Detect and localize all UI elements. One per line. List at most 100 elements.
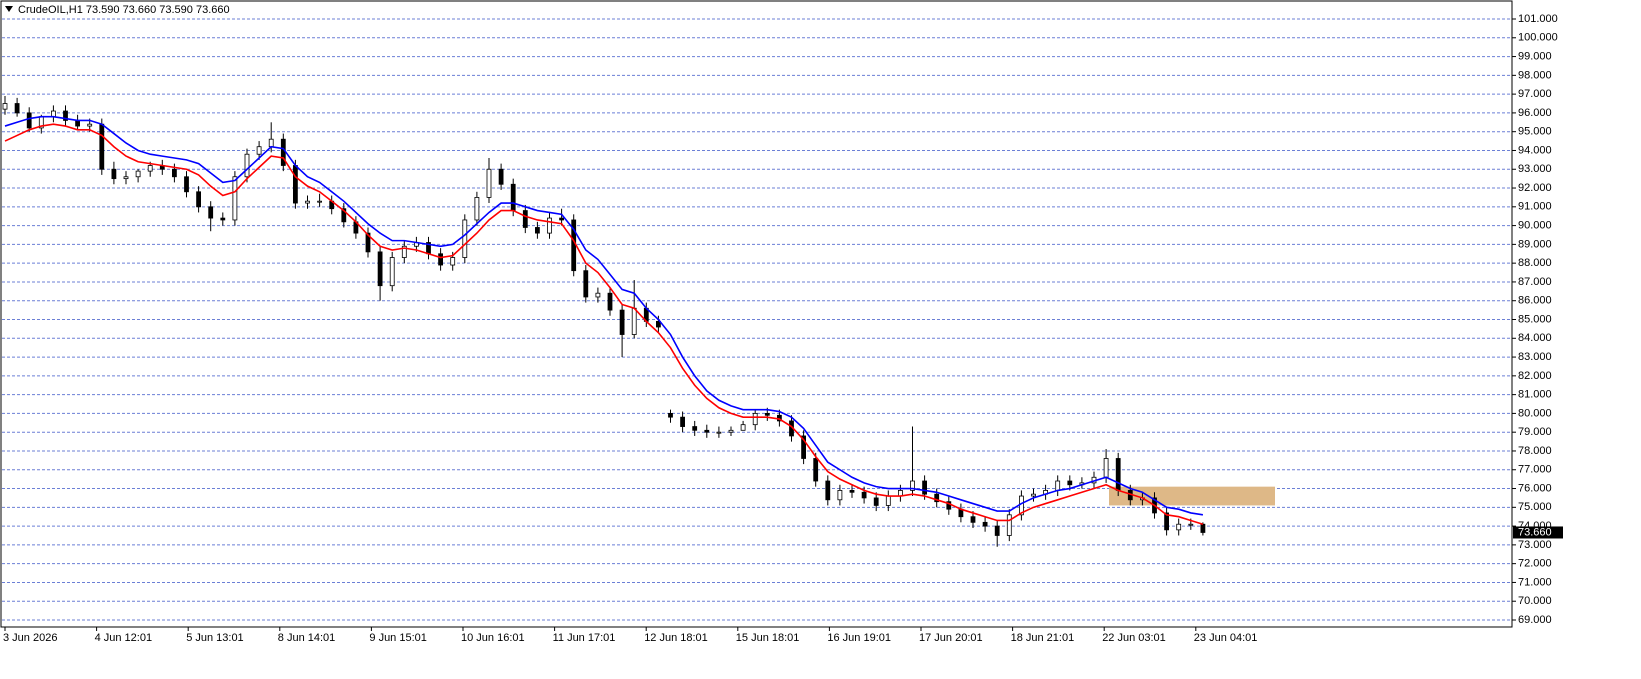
candle-body [607, 292, 613, 311]
y-tick-label: 79.000 [1518, 426, 1552, 438]
candle-body [196, 191, 202, 208]
x-tick-label: 12 Jun 18:01 [644, 632, 708, 644]
candle-body [389, 257, 395, 287]
current-price-label: 73.660 [1518, 526, 1552, 538]
x-tick-label: 23 Jun 04:01 [1194, 632, 1258, 644]
y-tick-label: 85.000 [1518, 313, 1552, 325]
candle-body [583, 270, 589, 298]
candle-body [462, 219, 468, 258]
candle-body [825, 480, 831, 501]
x-tick-label: 16 Jun 19:01 [827, 632, 891, 644]
y-tick-label: 91.000 [1518, 201, 1552, 213]
candle-body [704, 429, 710, 433]
x-tick-label: 11 Jun 17:01 [553, 632, 616, 644]
candle-body [365, 232, 371, 253]
y-tick-label: 78.000 [1518, 445, 1552, 457]
candle-body [256, 146, 262, 155]
candle-body [401, 245, 407, 258]
y-tick-label: 96.000 [1518, 107, 1552, 119]
x-tick-label: 17 Jun 20:01 [919, 632, 983, 644]
zone [1109, 486, 1275, 506]
candle-body [680, 416, 685, 427]
menu-arrow[interactable] [5, 6, 13, 12]
candle-body [522, 210, 528, 228]
candle-body [946, 501, 952, 510]
y-tick-label: 90.000 [1518, 220, 1552, 232]
candle-body [934, 493, 940, 503]
y-tick-label: 95.000 [1518, 126, 1552, 138]
candle-body [619, 309, 625, 335]
candle-body [75, 120, 80, 127]
y-tick-label: 84.000 [1518, 332, 1552, 344]
moving-average [4, 123, 1204, 525]
candle-body [341, 208, 347, 223]
y-tick-label: 81.000 [1518, 389, 1552, 401]
candle-body [813, 458, 819, 482]
candle-body [171, 168, 177, 178]
y-tick-label: 75.000 [1518, 501, 1552, 513]
y-tick-label: 72.000 [1518, 558, 1552, 570]
candle-body [728, 429, 734, 433]
x-tick-label: 4 Jun 12:01 [95, 632, 153, 644]
candle-body [801, 435, 806, 459]
candle-body [764, 413, 770, 416]
candle-body [1115, 458, 1121, 491]
candle-body [498, 168, 504, 185]
candle-body [1176, 523, 1182, 531]
y-tick-label: 77.000 [1518, 464, 1552, 476]
chart-title: CrudeOIL,H1 73.590 73.660 73.590 73.660 [18, 4, 230, 16]
x-tick-label: 9 Jun 15:01 [369, 632, 427, 644]
y-tick-label: 101.000 [1518, 13, 1558, 25]
candle-body [547, 217, 552, 234]
candle-body [450, 257, 456, 266]
candle-body [994, 525, 1000, 536]
candle-body [1006, 514, 1012, 536]
candle-body [268, 138, 274, 148]
candle-body [752, 413, 758, 426]
candle-body [740, 424, 746, 431]
candle-body [716, 431, 722, 434]
candle-body [486, 168, 492, 198]
candle-body [111, 168, 117, 180]
candle-body [510, 183, 516, 211]
candle-body [99, 123, 105, 170]
candle-body [837, 490, 843, 501]
candle-body [910, 480, 915, 491]
candle-body [1055, 480, 1061, 491]
candle-body [1103, 458, 1109, 478]
moving-average [4, 115, 1204, 516]
current-price-box [1513, 526, 1563, 539]
candle-body [305, 200, 310, 204]
y-tick-label: 70.000 [1518, 595, 1552, 607]
y-tick-label: 89.000 [1518, 238, 1552, 250]
y-tick-label: 80.000 [1518, 407, 1552, 419]
candle-body [656, 320, 661, 328]
candle-body [631, 307, 637, 335]
x-tick-label: 8 Jun 14:01 [278, 632, 336, 644]
candle-body [692, 426, 698, 431]
candle-body [668, 413, 673, 418]
candle-body [849, 490, 855, 493]
candle-body [1200, 523, 1206, 533]
y-tick-label: 82.000 [1518, 370, 1552, 382]
candle-body [885, 495, 891, 506]
y-tick-label: 100.000 [1518, 32, 1558, 44]
candle-body [63, 110, 68, 121]
candle-body [232, 176, 238, 221]
candle-body [51, 110, 56, 118]
x-tick-label: 18 Jun 21:01 [1011, 632, 1075, 644]
candle-body [292, 165, 298, 204]
x-tick-label: 15 Jun 18:01 [736, 632, 800, 644]
candle-body [1188, 523, 1194, 526]
candle-body [2, 103, 8, 110]
x-tick-label: 3 Jun 2026 [3, 632, 57, 644]
y-tick-label: 88.000 [1518, 257, 1552, 269]
candle-body [147, 165, 153, 172]
y-tick-label: 92.000 [1518, 182, 1552, 194]
candle-body [135, 170, 141, 178]
candle-body [535, 227, 540, 234]
y-tick-label: 71.000 [1518, 576, 1552, 588]
candle-body [873, 497, 879, 506]
candle-body [208, 206, 214, 219]
